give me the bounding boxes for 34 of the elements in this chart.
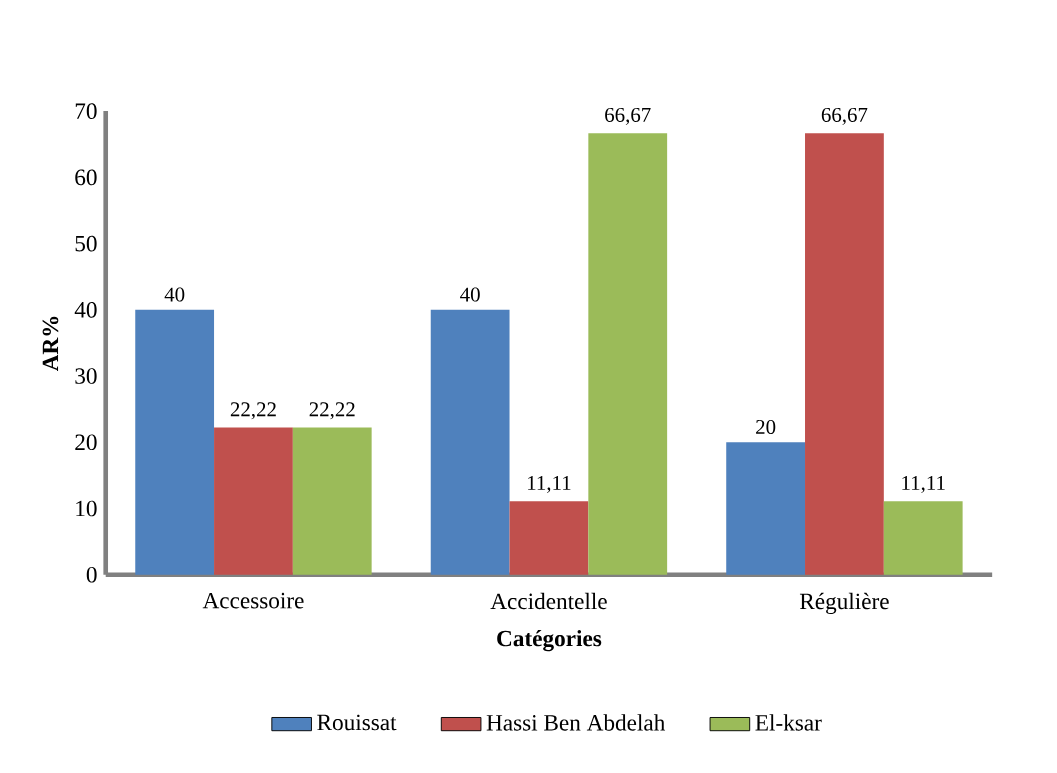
bar <box>726 442 806 575</box>
bar <box>883 501 963 575</box>
bar <box>430 309 510 575</box>
legend-label: Hassi Ben Abdelah <box>486 714 666 731</box>
x-tick-label: Accidentelle <box>490 592 607 610</box>
y-tick-label: 70 <box>75 103 97 119</box>
bar <box>588 133 668 575</box>
legend-label: Rouissat <box>317 714 397 731</box>
data-label: 22,22 <box>230 402 276 420</box>
data-label: 11,11 <box>528 475 571 493</box>
data-label: 66,67 <box>821 107 868 125</box>
data-label: 20 <box>756 419 776 435</box>
y-axis-title: AR% <box>42 316 59 372</box>
y-tick-label: 30 <box>75 368 97 384</box>
data-label: 22,22 <box>309 402 355 420</box>
y-tick-label: 40 <box>74 302 97 318</box>
y-tick-label: 50 <box>75 235 97 252</box>
x-tick-label: Régulière <box>799 592 889 615</box>
x-axis-title: Catégories <box>497 629 602 652</box>
bar <box>135 309 215 575</box>
data-label: 66,67 <box>605 107 651 125</box>
data-label: 40 <box>164 287 185 302</box>
data-label: 11,11 <box>902 475 945 493</box>
bar <box>509 501 589 575</box>
y-tick-label: 0 <box>86 566 97 583</box>
bar <box>292 427 372 575</box>
data-label: 40 <box>460 287 480 302</box>
y-tick-label: 60 <box>75 169 97 186</box>
y-tick-label: 10 <box>76 500 97 517</box>
bar <box>805 133 884 575</box>
bar <box>214 427 293 575</box>
legend-label: El-ksar <box>755 714 822 731</box>
x-tick-label: Accessoire <box>202 592 304 609</box>
y-tick-label: 20 <box>75 434 97 451</box>
